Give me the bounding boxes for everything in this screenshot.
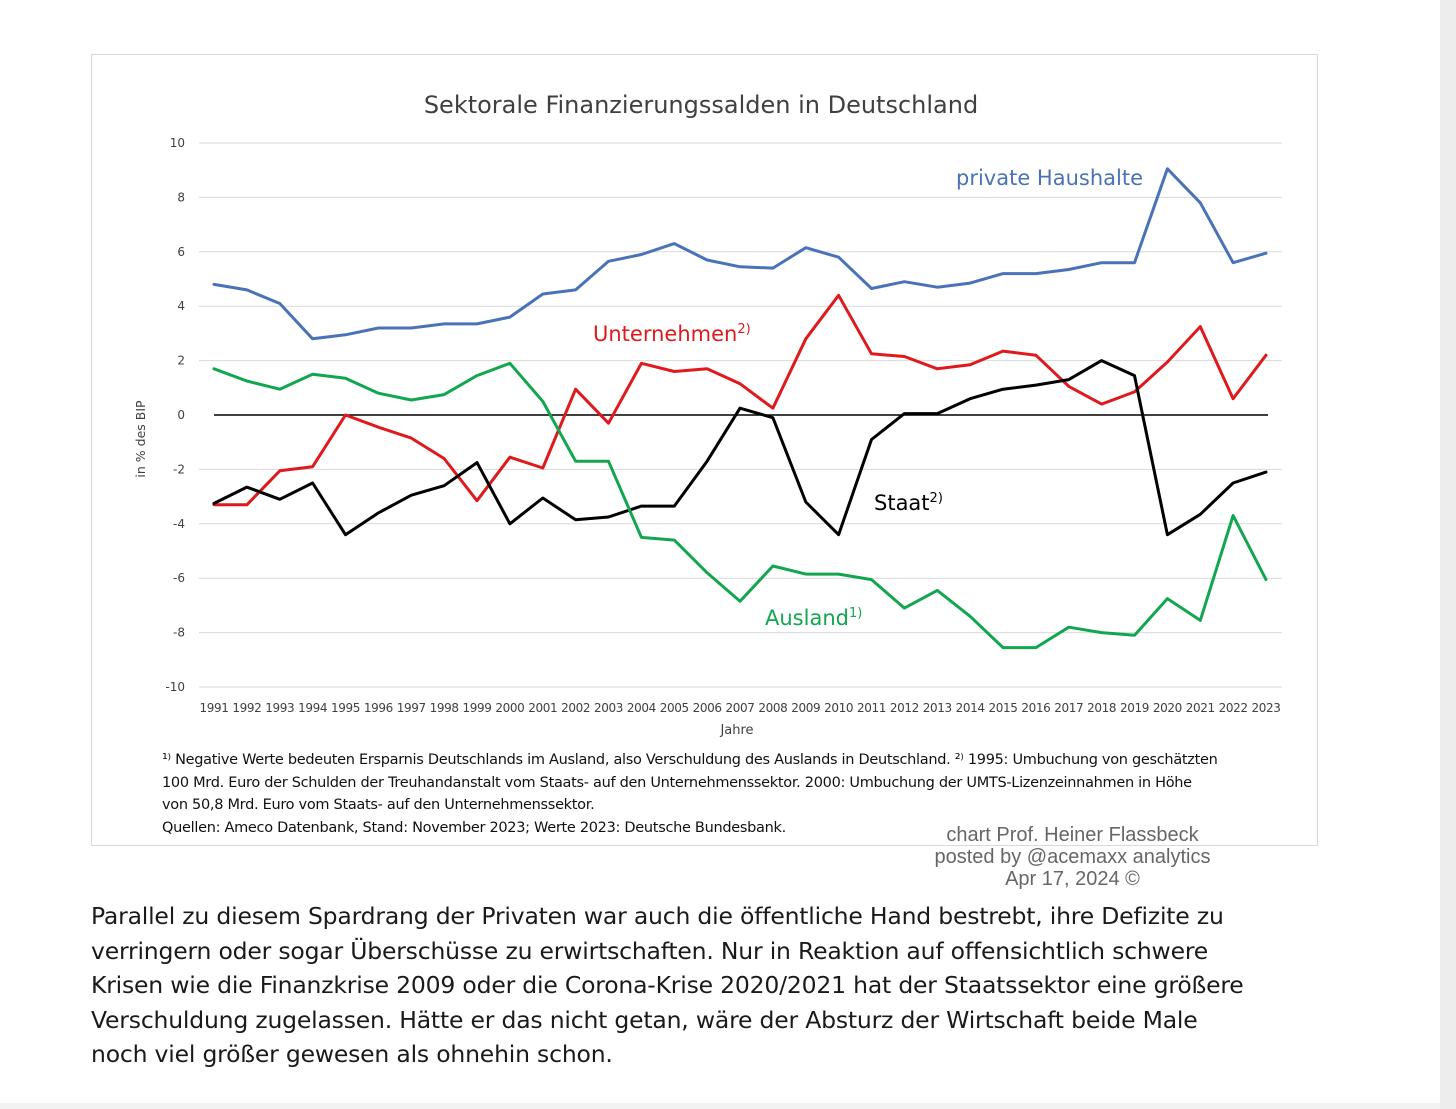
x-tick-label: 2020 (1153, 701, 1182, 715)
x-tick-label: 1991 (200, 701, 229, 715)
y-tick-label: 4 (177, 299, 185, 313)
x-tick-label: 1995 (331, 701, 360, 715)
x-tick-label: 2003 (594, 701, 623, 715)
x-tick-label: 2015 (989, 701, 1018, 715)
chart-title: Sektorale Finanzierungssalden in Deutsch… (424, 91, 978, 119)
paragraph-line: verringern oder sogar Überschüsse zu erw… (91, 936, 1209, 965)
gridlines (199, 142, 1282, 688)
x-tick-label: 1994 (298, 701, 327, 715)
y-axis-label: in % des BIP (133, 400, 148, 478)
credit-author: chart Prof. Heiner Flassbeck (946, 824, 1199, 846)
paragraph-line: Verschuldung zugelassen. Hätte er das ni… (91, 1005, 1198, 1034)
footnote-line: 100 Mrd. Euro der Schulden der Treuhanda… (162, 774, 1192, 791)
series-lines (212, 167, 1268, 650)
x-tick-label: 2018 (1087, 701, 1116, 715)
x-tick-label: 2017 (1054, 701, 1083, 715)
y-tick-label: 0 (177, 408, 185, 422)
x-tick-label: 1997 (397, 701, 426, 715)
x-tick-label: 2000 (495, 701, 524, 715)
series-label-haushalte: private Haushalte (956, 166, 1143, 190)
series-line-unternehmen (212, 293, 1268, 507)
footnote-sources: Quellen: Ameco Datenbank, Stand: Novembe… (162, 819, 786, 836)
x-tick-label: 2023 (1252, 701, 1281, 715)
y-tick-label: -4 (173, 517, 185, 531)
x-tick-label: 2005 (660, 701, 689, 715)
y-tick-label: -6 (173, 571, 185, 585)
series-line-haushalte (212, 167, 1268, 341)
x-tick-label: 1996 (364, 701, 393, 715)
x-tick-label: 2016 (1021, 701, 1050, 715)
x-tick-label: 2007 (726, 701, 755, 715)
y-tick-label: 8 (177, 190, 185, 204)
x-tick-label: 1999 (463, 701, 492, 715)
x-tick-label: 2014 (956, 701, 985, 715)
credit-poster: posted by @acemaxx analytics (934, 846, 1211, 868)
x-tick-label: 2012 (890, 701, 919, 715)
x-tick-label: 2004 (627, 701, 656, 715)
series-label-ausland: Ausland1) (765, 606, 862, 630)
y-axis-ticks: 10 8 6 4 2 0 -2 -4 -6 -8 -10 (165, 136, 185, 694)
y-tick-label: 2 (177, 354, 185, 368)
chart-credit: chart Prof. Heiner Flassbeck posted by @… (900, 824, 1245, 890)
x-tick-label: 2010 (824, 701, 853, 715)
y-tick-label: 6 (177, 245, 185, 259)
x-axis-label: Jahre (719, 723, 753, 738)
article-paragraph: Parallel zu diesem Spardrang der Private… (91, 899, 1331, 1072)
y-tick-label: -10 (165, 680, 185, 694)
x-tick-label: 2009 (791, 701, 820, 715)
x-tick-label: 2013 (923, 701, 952, 715)
x-tick-label: 2019 (1120, 701, 1149, 715)
y-tick-label: -2 (173, 462, 185, 476)
x-tick-label: 1998 (430, 701, 459, 715)
credit-date: Apr 17, 2024 © (1005, 868, 1140, 890)
x-tick-label: 2006 (693, 701, 722, 715)
x-tick-label: 1992 (232, 701, 261, 715)
chart-frame: Sektorale Finanzierungssalden in Deutsch… (91, 54, 1318, 846)
footnote-line: ¹⁾ Negative Werte bedeuten Ersparnis Deu… (162, 752, 1218, 768)
series-label-staat: Staat2) (874, 491, 943, 515)
chart-footnotes: ¹⁾ Negative Werte bedeuten Ersparnis Deu… (162, 749, 1302, 839)
x-tick-label: 2022 (1219, 701, 1248, 715)
y-tick-label: -8 (173, 626, 185, 640)
x-tick-label: 1993 (265, 701, 294, 715)
x-tick-label: 2008 (758, 701, 787, 715)
paragraph-line: Parallel zu diesem Spardrang der Private… (91, 902, 1224, 930)
scrollbar-track[interactable] (1440, 0, 1456, 1109)
x-tick-label: 2021 (1186, 701, 1215, 715)
series-line-staat (212, 359, 1268, 537)
y-tick-label: 10 (170, 136, 185, 150)
x-tick-label: 2001 (528, 701, 557, 715)
x-axis-ticks: 1991 1992 1993 1994 1995 1996 1997 1998 1999 2000… (200, 701, 1281, 715)
paragraph-line: Krisen wie die Finanzkrise 2009 oder die… (91, 971, 1244, 999)
series-label-unternehmen: Unternehmen2) (593, 322, 751, 346)
series-line-ausland (212, 361, 1268, 650)
paragraph-line: noch viel größer gewesen als ohnehin sch… (91, 1040, 613, 1068)
sectoral-balances-chart: Sektorale Finanzierungssalden in Deutsch… (133, 91, 1282, 738)
footnote-line: von 50,8 Mrd. Euro vom Staats- auf den U… (162, 797, 595, 813)
x-tick-label: 2011 (857, 701, 886, 715)
x-tick-label: 2002 (561, 701, 590, 715)
